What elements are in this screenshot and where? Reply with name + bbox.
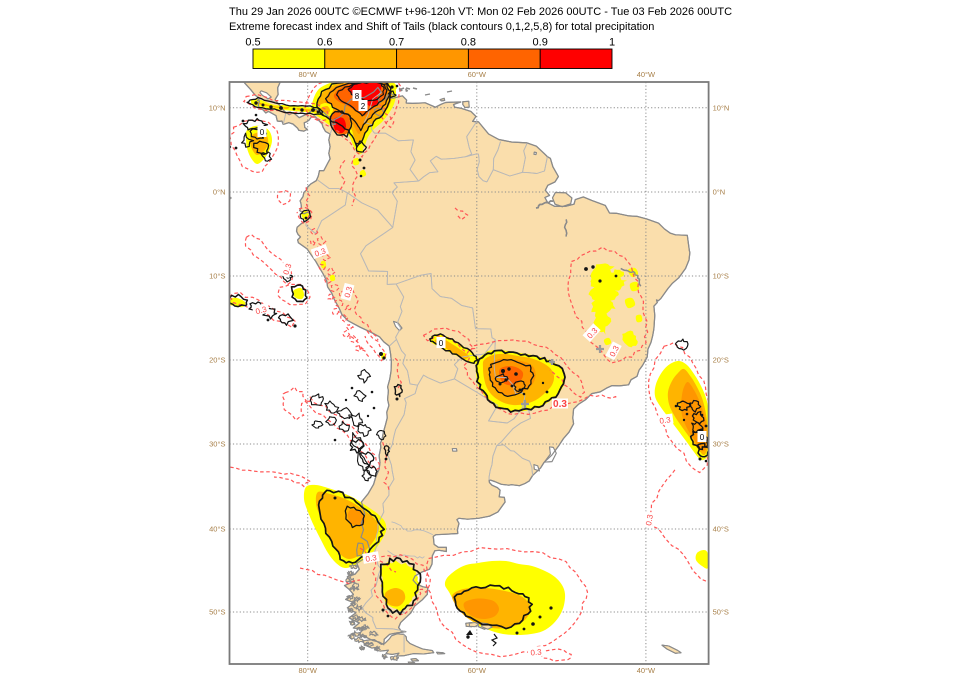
svg-text:0.8: 0.8	[461, 37, 476, 49]
svg-text:40°S: 40°S	[209, 525, 225, 534]
svg-text:40°S: 40°S	[713, 525, 729, 534]
svg-text:40°W: 40°W	[637, 70, 656, 79]
svg-text:0: 0	[260, 128, 265, 137]
svg-text:0°N: 0°N	[213, 188, 226, 197]
svg-text:50°S: 50°S	[713, 608, 729, 617]
svg-text:30°S: 30°S	[209, 440, 225, 449]
svg-text:0.3: 0.3	[313, 246, 327, 258]
svg-text:20°S: 20°S	[713, 356, 729, 365]
svg-text:0: 0	[700, 433, 705, 442]
svg-text:50°S: 50°S	[209, 608, 225, 617]
svg-text:Extreme forecast index and Shi: Extreme forecast index and Shift of Tail…	[229, 21, 654, 33]
svg-text:0.6: 0.6	[317, 37, 332, 49]
svg-text:0.5: 0.5	[245, 37, 260, 49]
svg-text:40°W: 40°W	[637, 666, 656, 675]
svg-text:0.3: 0.3	[644, 513, 655, 526]
svg-text:60°W: 60°W	[468, 666, 487, 675]
svg-text:0.3: 0.3	[281, 262, 293, 276]
svg-text:0.3: 0.3	[343, 285, 355, 299]
svg-text:0.3: 0.3	[659, 415, 672, 426]
svg-text:10°N: 10°N	[713, 103, 730, 112]
svg-text:60°W: 60°W	[468, 70, 487, 79]
svg-text:0.9: 0.9	[533, 37, 548, 49]
svg-text:0°N: 0°N	[713, 188, 726, 197]
svg-text:0.3: 0.3	[365, 553, 378, 564]
svg-text:20°S: 20°S	[209, 356, 225, 365]
svg-text:80°W: 80°W	[298, 70, 317, 79]
svg-text:0.3: 0.3	[255, 305, 269, 317]
svg-text:2: 2	[361, 102, 366, 111]
svg-text:8: 8	[355, 92, 360, 101]
svg-text:10°S: 10°S	[209, 272, 225, 281]
svg-text:0.3: 0.3	[530, 647, 542, 657]
svg-text:0: 0	[439, 339, 444, 348]
svg-text:0.7: 0.7	[389, 37, 404, 49]
svg-text:80°W: 80°W	[298, 666, 317, 675]
svg-text:10°S: 10°S	[713, 272, 729, 281]
svg-text:30°S: 30°S	[713, 440, 729, 449]
svg-text:10°N: 10°N	[209, 103, 226, 112]
svg-text:Thu 29 Jan 2026 00UTC ©ECMWF t: Thu 29 Jan 2026 00UTC ©ECMWF t+96-120h V…	[229, 6, 732, 18]
svg-text:0.3: 0.3	[553, 399, 567, 410]
svg-text:1: 1	[609, 37, 615, 49]
